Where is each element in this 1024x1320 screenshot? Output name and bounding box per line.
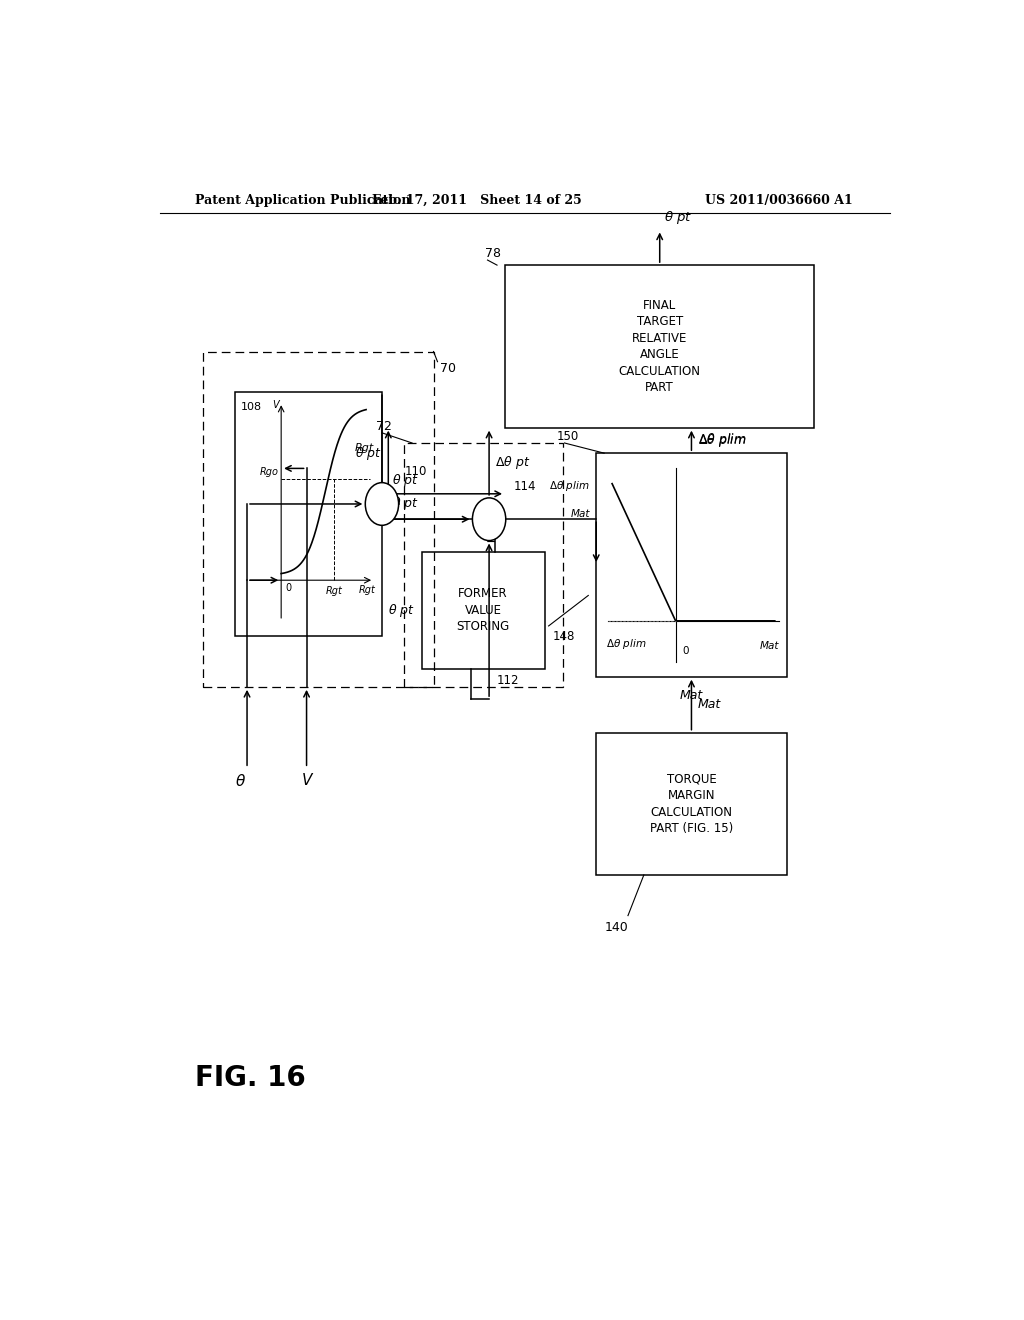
Text: $\theta$ pt: $\theta$ pt [388, 602, 416, 619]
Text: Rgt: Rgt [326, 586, 343, 597]
Bar [236, 392, 382, 636]
Text: $\theta$ pt: $\theta$ pt [664, 210, 692, 227]
Text: −: − [485, 536, 496, 549]
Text: Rgo: Rgo [260, 466, 279, 477]
Bar [596, 453, 786, 677]
Text: $\Delta\theta$ plim: $\Delta\theta$ plim [606, 638, 646, 651]
Circle shape [472, 498, 506, 541]
Text: Patent Application Publication: Patent Application Publication [196, 194, 411, 206]
Text: FIG. 16: FIG. 16 [196, 1064, 306, 1092]
Text: Rgt: Rgt [358, 585, 376, 595]
Text: $\theta$ pt: $\theta$ pt [392, 471, 419, 488]
Text: Mat: Mat [697, 698, 721, 711]
Text: 140: 140 [604, 921, 628, 933]
Text: 0: 0 [285, 583, 291, 593]
Text: $\Delta\theta$ pt: $\Delta\theta$ pt [495, 454, 530, 471]
Text: 112: 112 [497, 673, 519, 686]
Text: FINAL
TARGET
RELATIVE
ANGLE
CALCULATION
PART: FINAL TARGET RELATIVE ANGLE CALCULATION … [618, 298, 700, 395]
Text: ×: × [376, 496, 388, 511]
Text: TORQUE
MARGIN
CALCULATION
PART (FIG. 15): TORQUE MARGIN CALCULATION PART (FIG. 15) [650, 772, 733, 836]
Text: US 2011/0036660 A1: US 2011/0036660 A1 [705, 194, 853, 206]
Text: $\Delta\theta$ plim: $\Delta\theta$ plim [550, 479, 590, 492]
Text: FORMER
VALUE
STORING: FORMER VALUE STORING [457, 587, 510, 634]
Text: Mat: Mat [570, 510, 590, 519]
Text: +: + [475, 508, 484, 519]
Text: 78: 78 [485, 247, 501, 260]
Text: 110: 110 [404, 465, 427, 478]
Text: 108: 108 [241, 403, 262, 412]
Text: 148: 148 [553, 630, 574, 643]
Text: 70: 70 [440, 362, 456, 375]
Text: Feb. 17, 2011   Sheet 14 of 25: Feb. 17, 2011 Sheet 14 of 25 [373, 194, 582, 206]
Bar [204, 351, 433, 686]
Text: 150: 150 [556, 430, 579, 444]
Text: V: V [301, 774, 311, 788]
Text: 72: 72 [377, 420, 392, 433]
Text: $\theta$ pt: $\theta$ pt [392, 495, 419, 512]
Text: 0: 0 [682, 647, 688, 656]
Circle shape [366, 483, 398, 525]
Bar [404, 444, 563, 686]
Text: $\theta$ pt: $\theta$ pt [355, 445, 382, 462]
Text: 114: 114 [514, 479, 537, 492]
Text: $\theta$: $\theta$ [236, 774, 246, 789]
Text: Mat: Mat [680, 689, 703, 702]
Text: $\Delta\theta$ plim: $\Delta\theta$ plim [697, 432, 746, 449]
Bar [596, 733, 786, 875]
Text: Mat: Mat [759, 642, 778, 651]
Text: $\Delta\theta$ plim: $\Delta\theta$ plim [697, 432, 746, 447]
Bar [505, 265, 814, 428]
Text: V: V [272, 400, 279, 411]
Bar [422, 552, 545, 669]
Text: Rgt: Rgt [354, 444, 374, 453]
